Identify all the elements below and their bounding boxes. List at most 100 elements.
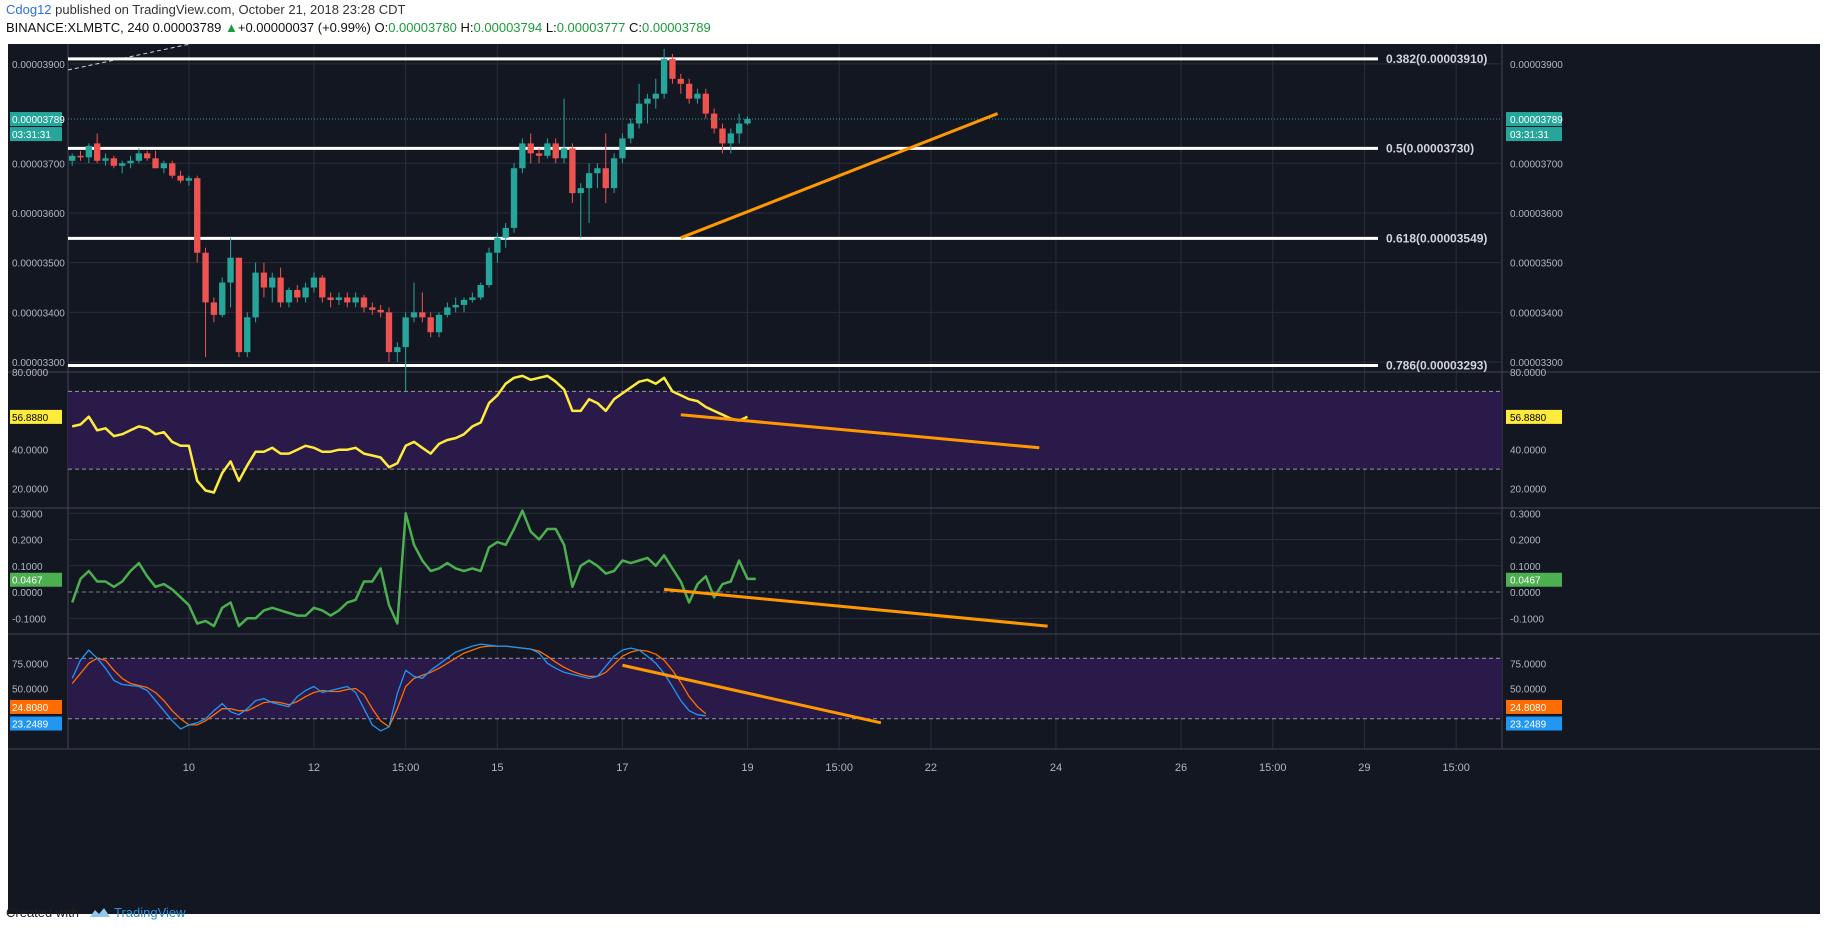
candle-body (702, 93, 709, 114)
price-tick-right: 0.00003900 (1510, 60, 1563, 71)
rsi-tick-left: 20.0000 (12, 485, 49, 496)
high-value: 0.00003794 (473, 20, 543, 35)
macd-tick-left: 0.1000 (12, 562, 43, 573)
candle-body (660, 58, 668, 94)
candle-body (635, 103, 643, 124)
candle-body (594, 168, 601, 174)
price-tick-left: 0.00003600 (12, 209, 65, 220)
rsi-tick-right: 40.0000 (1510, 446, 1547, 457)
stoch-k-badge-right-bg (1506, 716, 1562, 731)
macd-value-badge-right: 0.0467 (1510, 576, 1541, 587)
macd-tick-right: 0.3000 (1510, 509, 1541, 520)
candle-body (335, 297, 343, 300)
candle-body (385, 312, 393, 353)
rsi-value-badge-right: 56.8880 (1510, 413, 1547, 424)
publish-info: Cdog12 published on TradingView.com, Oct… (6, 2, 405, 17)
candle-body (619, 138, 626, 159)
candle-body (435, 314, 443, 333)
candle-body (77, 155, 84, 158)
time-tick-label: 19 (741, 762, 753, 774)
candle-body (577, 188, 584, 194)
symbol-info-bar: BINANCE:XLMBTC, 240 0.00003789 ▲+0.00000… (6, 20, 711, 35)
countdown-badge-left-bg (10, 127, 62, 142)
macd-value-badge-right-bg (1506, 572, 1562, 587)
candle-body (185, 178, 193, 181)
rsi-tick-left: 40.0000 (12, 446, 49, 457)
author-name[interactable]: Cdog12 (6, 2, 52, 17)
close-value: 0.00003789 (642, 20, 711, 35)
macd-divergence-trendline (663, 587, 1048, 628)
time-axis-background (8, 749, 1820, 914)
chart-canvas[interactable]: 10 12 15:00 15 17 19 15:00 22 24 26 15:00 29 15:00 0.… (8, 37, 1820, 914)
price-tick-right: 0.00003600 (1510, 209, 1563, 220)
candle-body (710, 113, 718, 129)
price-tick-right: 0.00003500 (1510, 259, 1563, 270)
open-label: O: (374, 20, 389, 35)
candle-body (144, 153, 151, 159)
candle-body (127, 160, 134, 164)
open-value: 0.00003780 (388, 20, 457, 35)
candle-body (94, 143, 101, 161)
rsi-band (68, 391, 1502, 470)
price-tick-right: 0.00003400 (1510, 308, 1563, 319)
macd-tick-right: 0.1000 (1510, 562, 1541, 573)
macd-tick-right: 0.2000 (1510, 536, 1541, 547)
stoch-k-badge-right: 23.2489 (1510, 720, 1547, 731)
last-price-badge-right: 0.00003789 (1510, 115, 1563, 126)
candle-body (402, 317, 409, 348)
candle-body (477, 285, 484, 298)
candle-body (719, 128, 726, 144)
candle-body (685, 83, 693, 99)
last-price-badge-right-bg (1506, 112, 1562, 127)
macd-tick-left: 0.0000 (12, 588, 43, 599)
stoch-band (68, 658, 1502, 719)
fib-level-label: 0.382(0.00003910) (1386, 52, 1487, 66)
candle-body (644, 98, 651, 104)
time-tick-label: 22 (925, 762, 937, 774)
candle-body (344, 297, 351, 303)
rsi-line (71, 374, 749, 494)
candle-body (319, 277, 326, 298)
candle-body (219, 282, 226, 315)
rsi-tick-right: 80.0000 (1510, 368, 1547, 379)
rsi-value-badge-left-bg (10, 409, 62, 424)
candle-body (252, 272, 259, 318)
footer: Created with TradingView (6, 905, 186, 920)
last-price-badge-left: 0.00003789 (12, 115, 65, 126)
candle-body (260, 272, 268, 288)
price-change: +0.00000037 (+0.99%) (237, 20, 371, 35)
last-price-badge-left-bg (10, 112, 62, 127)
tradingview-logo-icon (89, 908, 110, 917)
candle-body (419, 312, 426, 318)
chart-container[interactable]: 10 12 15:00 15 17 19 15:00 22 24 26 15:00 29 15:00 0.… (8, 37, 1820, 914)
candle-body (560, 148, 568, 159)
rsi-tick-left: 80.0000 (12, 368, 49, 379)
rsi-divergence-trendline (680, 413, 1040, 450)
candle-body (394, 347, 401, 353)
candle-body (569, 148, 576, 194)
candle-body (527, 143, 534, 154)
candle-body (627, 123, 634, 139)
time-tick-label: 24 (1050, 762, 1062, 774)
countdown-badge-left: 03:31:31 (12, 130, 51, 141)
candle-body (194, 178, 201, 253)
stoch-tick-right: 75.0000 (1510, 659, 1547, 670)
candle-body (202, 252, 209, 303)
tradingview-brand[interactable]: TradingView (114, 905, 186, 920)
rsi-tick-right: 20.0000 (1510, 485, 1547, 496)
macd-value-badge-left: 0.0467 (12, 576, 43, 587)
stoch-tick-left: 50.0000 (12, 685, 49, 696)
stoch-d-badge-right-bg (1506, 699, 1562, 714)
price-tick-left: 0.00003700 (12, 159, 65, 170)
last-price: 0.00003789 (152, 20, 222, 35)
stoch-d-badge-right: 24.8080 (1510, 703, 1547, 714)
macd-tick-right: 0.0000 (1510, 588, 1541, 599)
candle-body (352, 297, 359, 303)
candle-body (294, 290, 301, 298)
candle-body (210, 302, 218, 315)
stoch-tick-right: 50.0000 (1510, 685, 1547, 696)
candle-body (519, 143, 526, 169)
up-arrow-icon: ▲ (224, 20, 238, 35)
candle-body (227, 257, 234, 283)
stoch-k-line (71, 643, 706, 732)
